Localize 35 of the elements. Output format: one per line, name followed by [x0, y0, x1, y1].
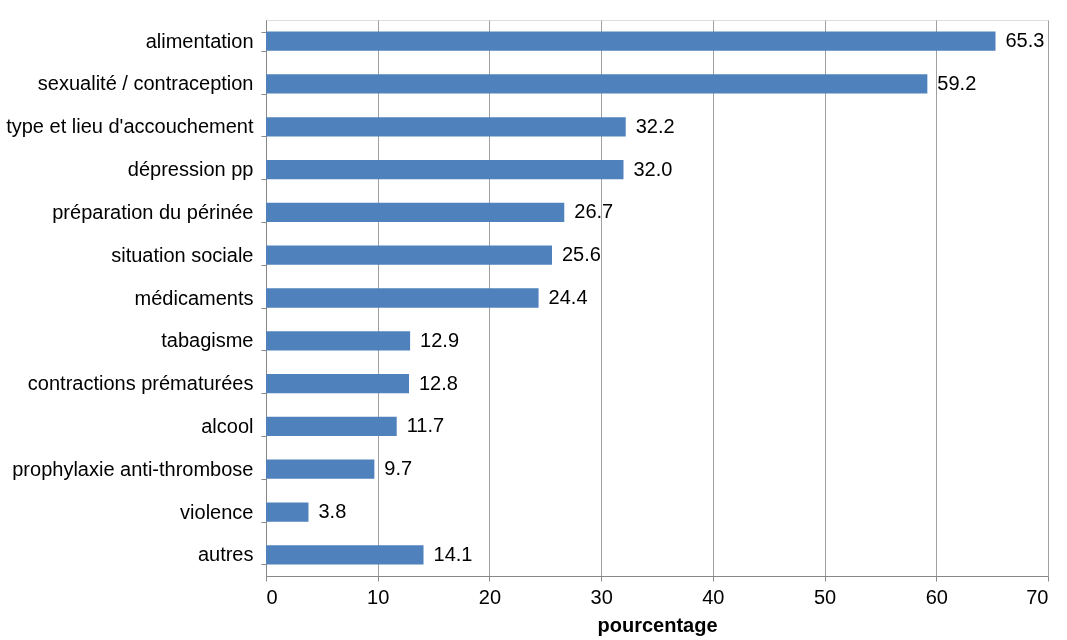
- data-label: 14.1: [433, 542, 473, 565]
- y-tick-label: préparation du périnée: [52, 200, 254, 223]
- y-tick-label: tabagisme: [161, 329, 254, 352]
- y-tick-label: médicaments: [134, 286, 254, 309]
- data-label: 25.6: [561, 243, 601, 266]
- x-tick-label: 10: [367, 585, 390, 608]
- data-label: 24.4: [548, 286, 588, 308]
- data-label: 32.0: [633, 157, 673, 180]
- x-tick-label: 70: [1026, 585, 1049, 608]
- x-tick-label: 30: [590, 585, 613, 608]
- data-label: 12.8: [418, 371, 458, 394]
- x-tick-label: 40: [702, 585, 725, 608]
- data-label: 3.8: [318, 500, 347, 523]
- y-tick-label: dépression pp: [127, 158, 254, 181]
- data-label: 65.3: [1005, 29, 1045, 52]
- x-tick-label: 20: [478, 585, 502, 608]
- y-tick-label: situation sociale: [111, 243, 254, 266]
- data-label: 9.7: [384, 457, 413, 480]
- x-axis-title: pourcentage: [597, 613, 718, 636]
- data-label: 59.2: [937, 71, 977, 94]
- y-tick-label: violence: [180, 500, 254, 523]
- y-tick-label: autres: [197, 543, 254, 566]
- x-tick-label: 60: [925, 585, 948, 608]
- y-tick-label: type et lieu d'accouchement: [6, 115, 254, 138]
- y-tick-label: contractions prématurées: [27, 372, 254, 395]
- data-label: 32.2: [635, 114, 675, 137]
- y-tick-label: prophylaxie anti-thrombose: [12, 457, 254, 480]
- x-tick-label: 0: [266, 585, 278, 608]
- y-tick-label: alimentation: [145, 29, 254, 52]
- y-tick-label: sexualité / contraception: [37, 72, 254, 95]
- data-label: 26.7: [574, 200, 614, 223]
- data-label: 12.9: [420, 328, 460, 351]
- x-tick-label: 50: [813, 585, 837, 608]
- data-label: 11.7: [406, 414, 445, 437]
- y-tick-label: alcool: [201, 414, 254, 437]
